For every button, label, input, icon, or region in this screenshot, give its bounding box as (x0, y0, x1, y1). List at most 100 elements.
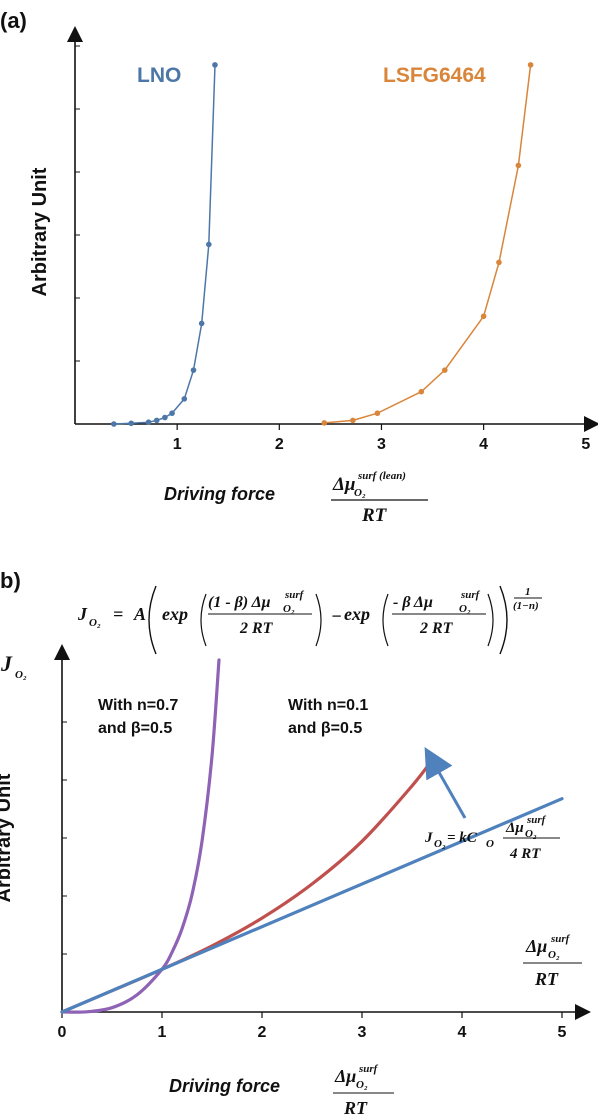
x-tick-label: 3 (377, 436, 386, 453)
data-point (128, 420, 134, 427)
panel-b-label: b) (0, 568, 21, 593)
eq-lin-lhs-sub: O₂ (434, 838, 446, 850)
eq-top-power-num: 1 (525, 586, 531, 598)
x-tick-label: 4 (479, 436, 488, 453)
series-line-0 (113, 64, 216, 425)
panel-a-x-formula-denominator: RT (361, 505, 388, 526)
eq-top-num-1-sub: O₂ (283, 603, 295, 615)
panel-b-x-formula-sup: surf (358, 1063, 379, 1075)
panel-b-general-equation: J O₂ = A exp (1 - β) Δμ O₂ surf 2 RT − e… (77, 585, 542, 655)
data-point (496, 259, 502, 266)
eq-top-num-2-sub: O₂ (459, 603, 471, 615)
panel-a-x-formula: Δμ O₂ surf (lean) RT (331, 470, 428, 526)
panel-b-plot-area: 0 1 2 3 4 5 (54, 644, 591, 1041)
panel-b-y-symbol-sub: O₂ (15, 669, 27, 681)
eq-top-big-paren-right (499, 585, 508, 655)
data-point (350, 417, 356, 424)
legend-lsfg6464: LSFG6464 (383, 64, 486, 87)
eq-top-paren-2-left (382, 593, 389, 647)
eq-top-den-1: 2 RT (239, 620, 274, 637)
x-tick-label: 5 (581, 436, 590, 453)
panel-b-y-symbol: J (0, 651, 13, 676)
legend-lno: LNO (137, 64, 181, 87)
data-point (212, 62, 218, 68)
series-line-1 (60, 754, 437, 1014)
eq-lin-den: 4 RT (509, 846, 541, 862)
series-line-2 (60, 797, 564, 1014)
panel-b-x-formula: Δμ O₂ surf RT (333, 1063, 394, 1118)
series-line-1 (323, 64, 532, 424)
data-point (206, 241, 212, 248)
x-tick-label: 1 (173, 436, 182, 453)
axis-formula-symbol: Δμ (525, 936, 547, 956)
x-tick-label: 3 (358, 1024, 367, 1041)
eq-lin-rhs: = kC (447, 830, 478, 846)
series-line-0 (60, 658, 221, 1014)
annotation-n01-line2: and β=0.5 (288, 720, 362, 737)
panel-a: (a) 1 2 3 4 5 LNO LSFG6464 Arbitrary Unit Driv… (0, 8, 598, 526)
eq-top-A: A (133, 604, 146, 624)
data-point (153, 417, 160, 424)
data-point (162, 414, 168, 421)
eq-lin-num-sup: surf (526, 814, 547, 826)
data-point (442, 367, 448, 373)
eq-top-num-2-sup: surf (460, 589, 481, 601)
eq-top-equals: = (113, 604, 123, 624)
data-point (181, 396, 188, 402)
x-tick-label: 2 (275, 436, 284, 453)
x-tick-label: 0 (58, 1024, 67, 1041)
eq-lin-lhs: J (424, 830, 433, 846)
data-point (145, 419, 152, 426)
eq-top-num-1: (1 - β) Δμ (208, 594, 271, 611)
eq-top-num-2: - β Δμ (393, 594, 433, 611)
eq-top-den-2: 2 RT (419, 620, 454, 637)
eq-top-minus: − (331, 606, 342, 626)
panel-b-linear-equation: J O₂ = kC O Δμ O₂ surf 4 RT (424, 814, 560, 862)
panel-a-label: (a) (0, 8, 27, 33)
annotation-n07-line1: With n=0.7 (98, 697, 178, 714)
annotation-n07-line2: and β=0.5 (98, 720, 172, 737)
data-point (190, 367, 197, 373)
panel-a-x-axis-title: Driving force (164, 484, 275, 504)
eq-top-num-1-sup: surf (284, 589, 305, 601)
x-tick-label: 4 (458, 1024, 467, 1041)
eq-top-exp-2: exp (344, 604, 370, 624)
eq-lin-num-sub: O₂ (525, 828, 537, 840)
data-point (198, 320, 205, 327)
panel-b-x-formula-denominator: RT (343, 1098, 368, 1118)
eq-top-lhs: J (77, 604, 88, 624)
axis-formula-sup: surf (550, 933, 571, 945)
x-tick-label: 1 (158, 1024, 167, 1041)
eq-lin-num: Δμ (505, 820, 524, 836)
panel-a-plot-area: 1 2 3 4 5 LNO LSFG6464 (67, 26, 598, 453)
panel-b-x-formula-sub: O₂ (356, 1079, 368, 1091)
data-point (515, 162, 522, 169)
eq-top-lhs-sub: O₂ (89, 617, 101, 629)
eq-top-paren-1-right (315, 593, 322, 647)
eq-top-power-den: (1−n) (513, 600, 539, 612)
panel-a-x-formula-sup: surf (lean) (357, 470, 406, 482)
eq-top-big-paren-left (148, 585, 157, 655)
data-point (111, 421, 117, 427)
panel-b-x-axis-title: Driving force (169, 1076, 280, 1096)
panel-b-x-formula-symbol: Δμ (334, 1066, 356, 1086)
panel-b: b) J O₂ = A exp (1 - β) Δμ O₂ surf 2 RT … (0, 568, 591, 1118)
eq-top-paren-1-left (200, 593, 207, 647)
data-point (321, 420, 328, 426)
eq-top-paren-2-right (487, 593, 494, 647)
data-point (480, 313, 487, 320)
data-point (169, 410, 175, 417)
panel-a-x-formula-sub: O₂ (354, 487, 366, 499)
eq-lin-rhs-sub: O (486, 838, 494, 850)
x-tick-label: 5 (558, 1024, 567, 1041)
annotation-n01-line1: With n=0.1 (288, 697, 368, 714)
panel-a-y-axis-title: Arbitrary Unit (29, 167, 51, 296)
data-point (418, 388, 425, 395)
axis-formula-sub: O₂ (548, 949, 560, 961)
panel-b-y-axis-title: Arbitrary Unit (0, 773, 15, 902)
axis-formula-denominator: RT (534, 969, 559, 989)
panel-a-x-formula-symbol: Δμ (332, 474, 355, 495)
x-tick-label: 2 (258, 1024, 267, 1041)
panel-b-axis-arrow-formula: Δμ O₂ surf RT (523, 933, 582, 989)
